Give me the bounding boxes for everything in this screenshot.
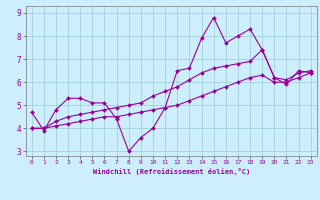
X-axis label: Windchill (Refroidissement éolien,°C): Windchill (Refroidissement éolien,°C) xyxy=(92,168,250,175)
